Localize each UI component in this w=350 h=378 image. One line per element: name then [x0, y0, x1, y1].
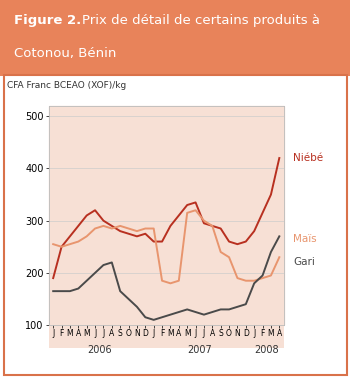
- Bar: [250, 106, 284, 325]
- Text: Cotonou, Bénin: Cotonou, Bénin: [14, 47, 116, 60]
- Text: Gari: Gari: [293, 257, 315, 268]
- Bar: [49, 323, 149, 348]
- Bar: [149, 106, 250, 325]
- Bar: [250, 323, 284, 348]
- Bar: [149, 323, 250, 348]
- Text: CFA Franc BCEAO (XOF)/kg: CFA Franc BCEAO (XOF)/kg: [7, 82, 126, 90]
- Text: 2007: 2007: [187, 345, 212, 355]
- Text: 2006: 2006: [87, 345, 112, 355]
- Text: Maïs: Maïs: [293, 234, 316, 244]
- Bar: [49, 106, 149, 325]
- Text: Prix de détail de certains produits à: Prix de détail de certains produits à: [82, 14, 320, 26]
- Text: Niébé: Niébé: [293, 153, 323, 163]
- Text: 2008: 2008: [254, 345, 279, 355]
- Text: Figure 2.: Figure 2.: [14, 14, 81, 26]
